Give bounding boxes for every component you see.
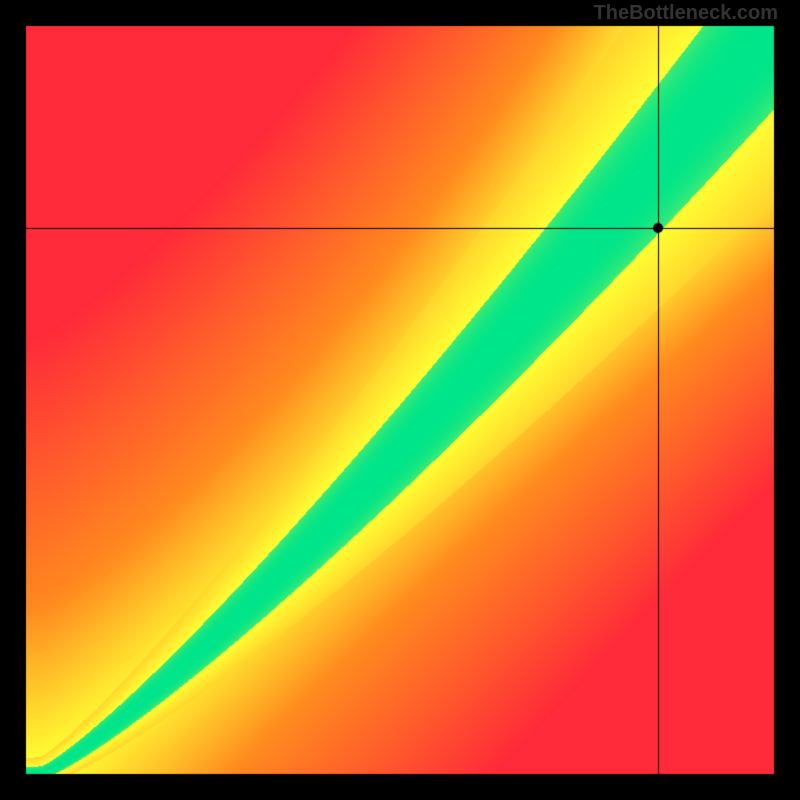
chart-container: TheBottleneck.com: [0, 0, 800, 800]
bottleneck-heatmap: [0, 0, 800, 800]
watermark-text: TheBottleneck.com: [594, 2, 778, 25]
